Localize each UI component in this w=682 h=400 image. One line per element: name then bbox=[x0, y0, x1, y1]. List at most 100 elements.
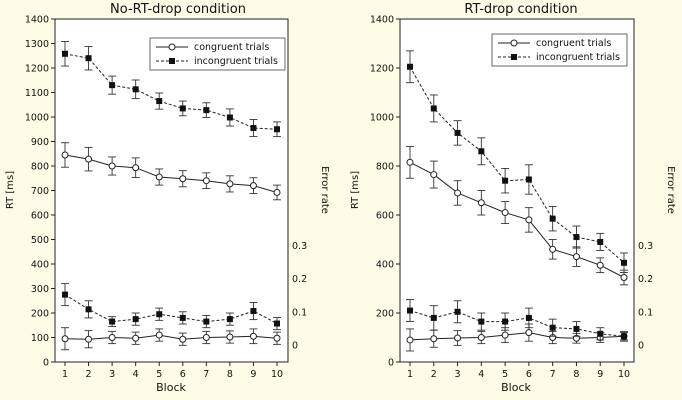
data-point-incongruent bbox=[179, 314, 186, 321]
data-point-incongruent bbox=[454, 129, 461, 136]
y-axis-label: RT [ms] bbox=[350, 171, 361, 209]
x-tick-label: 3 bbox=[455, 369, 461, 380]
x-tick-label: 6 bbox=[180, 369, 186, 380]
data-point-congruent bbox=[454, 189, 462, 197]
data-point-congruent bbox=[132, 334, 140, 342]
data-point-incongruent bbox=[203, 107, 210, 114]
data-point-incongruent bbox=[478, 148, 485, 155]
data-point-incongruent bbox=[430, 314, 437, 321]
data-point-incongruent bbox=[274, 126, 280, 133]
data-point-congruent bbox=[226, 180, 234, 188]
y-tick-label: 700 bbox=[31, 186, 49, 197]
x-tick-label: 2 bbox=[86, 369, 92, 380]
data-point-congruent bbox=[501, 209, 509, 217]
data-point-incongruent bbox=[454, 308, 461, 315]
y2-tick-label: 0.3 bbox=[292, 241, 307, 252]
legend-congruent-label: congruent trials bbox=[536, 38, 611, 49]
y-tick-label: 600 bbox=[376, 211, 394, 222]
data-point-congruent bbox=[226, 333, 234, 341]
series-line bbox=[64, 334, 278, 340]
x-axis-label: Block bbox=[156, 381, 186, 394]
y2-tick-label: 0 bbox=[292, 340, 298, 351]
data-point-congruent bbox=[155, 173, 163, 181]
data-point-incongruent bbox=[156, 311, 163, 318]
data-point-congruent bbox=[273, 334, 281, 342]
data-point-incongruent bbox=[85, 306, 92, 313]
data-point-incongruent bbox=[407, 63, 413, 70]
data-point-incongruent bbox=[525, 314, 532, 321]
data-point-incongruent bbox=[478, 318, 485, 325]
data-point-incongruent bbox=[597, 330, 604, 337]
y-tick-label: 1000 bbox=[370, 113, 394, 124]
y2-tick-label: 0.1 bbox=[292, 307, 307, 318]
x-tick-label: 7 bbox=[550, 369, 556, 380]
x-tick-label: 8 bbox=[573, 369, 579, 380]
legend-incongruent-label: incongruent trials bbox=[536, 52, 620, 63]
y2-tick-label: 0 bbox=[638, 340, 644, 351]
x-tick-label: 3 bbox=[109, 369, 115, 380]
y-tick-label: 1300 bbox=[25, 39, 49, 50]
data-point-congruent bbox=[108, 334, 116, 341]
x-tick-label: 8 bbox=[227, 369, 233, 380]
plot-area bbox=[399, 18, 635, 363]
x-tick-label: 1 bbox=[407, 369, 413, 380]
y-tick-label: 200 bbox=[376, 309, 394, 320]
series-line bbox=[409, 161, 625, 278]
data-point-congruent bbox=[501, 331, 509, 339]
legend-box bbox=[149, 37, 286, 71]
x-tick-label: 5 bbox=[156, 369, 162, 380]
y-tick-label: 800 bbox=[31, 162, 49, 173]
data-point-incongruent bbox=[156, 98, 163, 105]
data-point-incongruent bbox=[597, 238, 604, 245]
series-line bbox=[64, 154, 278, 193]
data-point-congruent bbox=[108, 162, 116, 170]
y-tick-label: 1200 bbox=[25, 64, 49, 75]
data-point-congruent bbox=[525, 216, 533, 224]
data-point-congruent bbox=[525, 329, 533, 337]
y2-tick-label: 0.1 bbox=[638, 307, 653, 318]
series-line bbox=[409, 66, 625, 264]
data-point-incongruent bbox=[430, 105, 437, 112]
y-tick-label: 1400 bbox=[25, 15, 49, 26]
data-point-congruent bbox=[179, 175, 187, 183]
legend-congruent-label: congruent trials bbox=[194, 42, 269, 53]
data-point-congruent bbox=[273, 188, 281, 196]
x-tick-label: 10 bbox=[271, 369, 283, 380]
data-point-incongruent bbox=[62, 291, 68, 298]
data-point-incongruent bbox=[250, 308, 257, 315]
y-axis-label: RT [ms] bbox=[5, 171, 16, 209]
x-tick-label: 5 bbox=[502, 369, 508, 380]
data-point-congruent bbox=[454, 334, 462, 342]
data-point-incongruent bbox=[573, 234, 580, 241]
data-point-congruent bbox=[477, 334, 485, 341]
y-tick-label: 900 bbox=[31, 137, 49, 148]
x-tick-label: 9 bbox=[597, 369, 603, 380]
data-point-incongruent bbox=[621, 259, 627, 266]
y-tick-label: 1200 bbox=[370, 64, 394, 75]
series-line bbox=[64, 53, 278, 130]
data-point-congruent bbox=[430, 171, 438, 179]
data-point-congruent bbox=[549, 245, 557, 253]
data-point-congruent bbox=[596, 261, 604, 269]
data-point-congruent bbox=[179, 335, 187, 343]
chart-panel-no-rt-drop: No-RT-drop condition Block RT [ms] Error… bbox=[5, 2, 330, 394]
data-point-congruent bbox=[477, 199, 485, 207]
legend-box bbox=[491, 33, 628, 67]
data-point-congruent bbox=[620, 273, 628, 281]
y-tick-label: 800 bbox=[376, 162, 394, 173]
data-point-congruent bbox=[406, 336, 414, 344]
legend-congruent-marker bbox=[168, 43, 176, 51]
y2-axis-label: Error rate bbox=[665, 166, 676, 214]
y-tick-label: 1400 bbox=[370, 15, 394, 26]
data-point-incongruent bbox=[179, 105, 186, 112]
chart-title: RT-drop condition bbox=[464, 2, 577, 17]
x-tick-label: 10 bbox=[618, 369, 630, 380]
data-point-congruent bbox=[85, 155, 93, 163]
y-tick-label: 200 bbox=[31, 309, 49, 320]
data-point-congruent bbox=[202, 177, 210, 185]
chart-panel-rt-drop: RT-drop condition Block RT [ms] Error ra… bbox=[350, 2, 676, 394]
data-point-incongruent bbox=[573, 325, 580, 332]
data-point-incongruent bbox=[621, 333, 627, 340]
y-tick-label: 1000 bbox=[25, 113, 49, 124]
y-tick-label: 0 bbox=[43, 358, 49, 369]
